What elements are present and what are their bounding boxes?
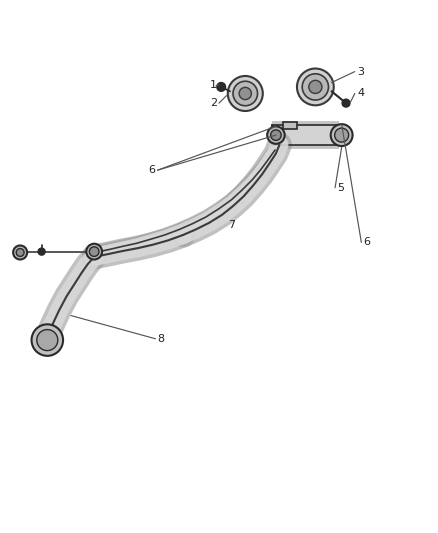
Circle shape [335,128,349,142]
Text: 2: 2 [210,98,217,108]
Text: 6: 6 [364,237,371,247]
Circle shape [89,247,99,256]
Circle shape [342,99,350,107]
Circle shape [331,124,353,146]
Text: 1: 1 [210,80,217,90]
Circle shape [267,126,285,144]
Circle shape [239,87,251,100]
Text: 4: 4 [357,88,364,99]
Circle shape [86,244,102,260]
Circle shape [16,248,24,256]
Text: 8: 8 [158,334,165,344]
Circle shape [297,69,334,106]
Text: 6: 6 [148,165,155,175]
Circle shape [302,74,328,100]
Circle shape [309,80,322,93]
Circle shape [38,248,45,255]
Text: 7: 7 [228,220,235,230]
Circle shape [37,329,58,351]
Text: 5: 5 [337,183,344,192]
Circle shape [271,130,281,140]
Circle shape [32,324,63,356]
FancyBboxPatch shape [283,122,297,128]
Text: 3: 3 [357,67,364,77]
Circle shape [233,81,258,106]
Circle shape [217,83,226,91]
Circle shape [228,76,263,111]
Circle shape [13,246,27,260]
